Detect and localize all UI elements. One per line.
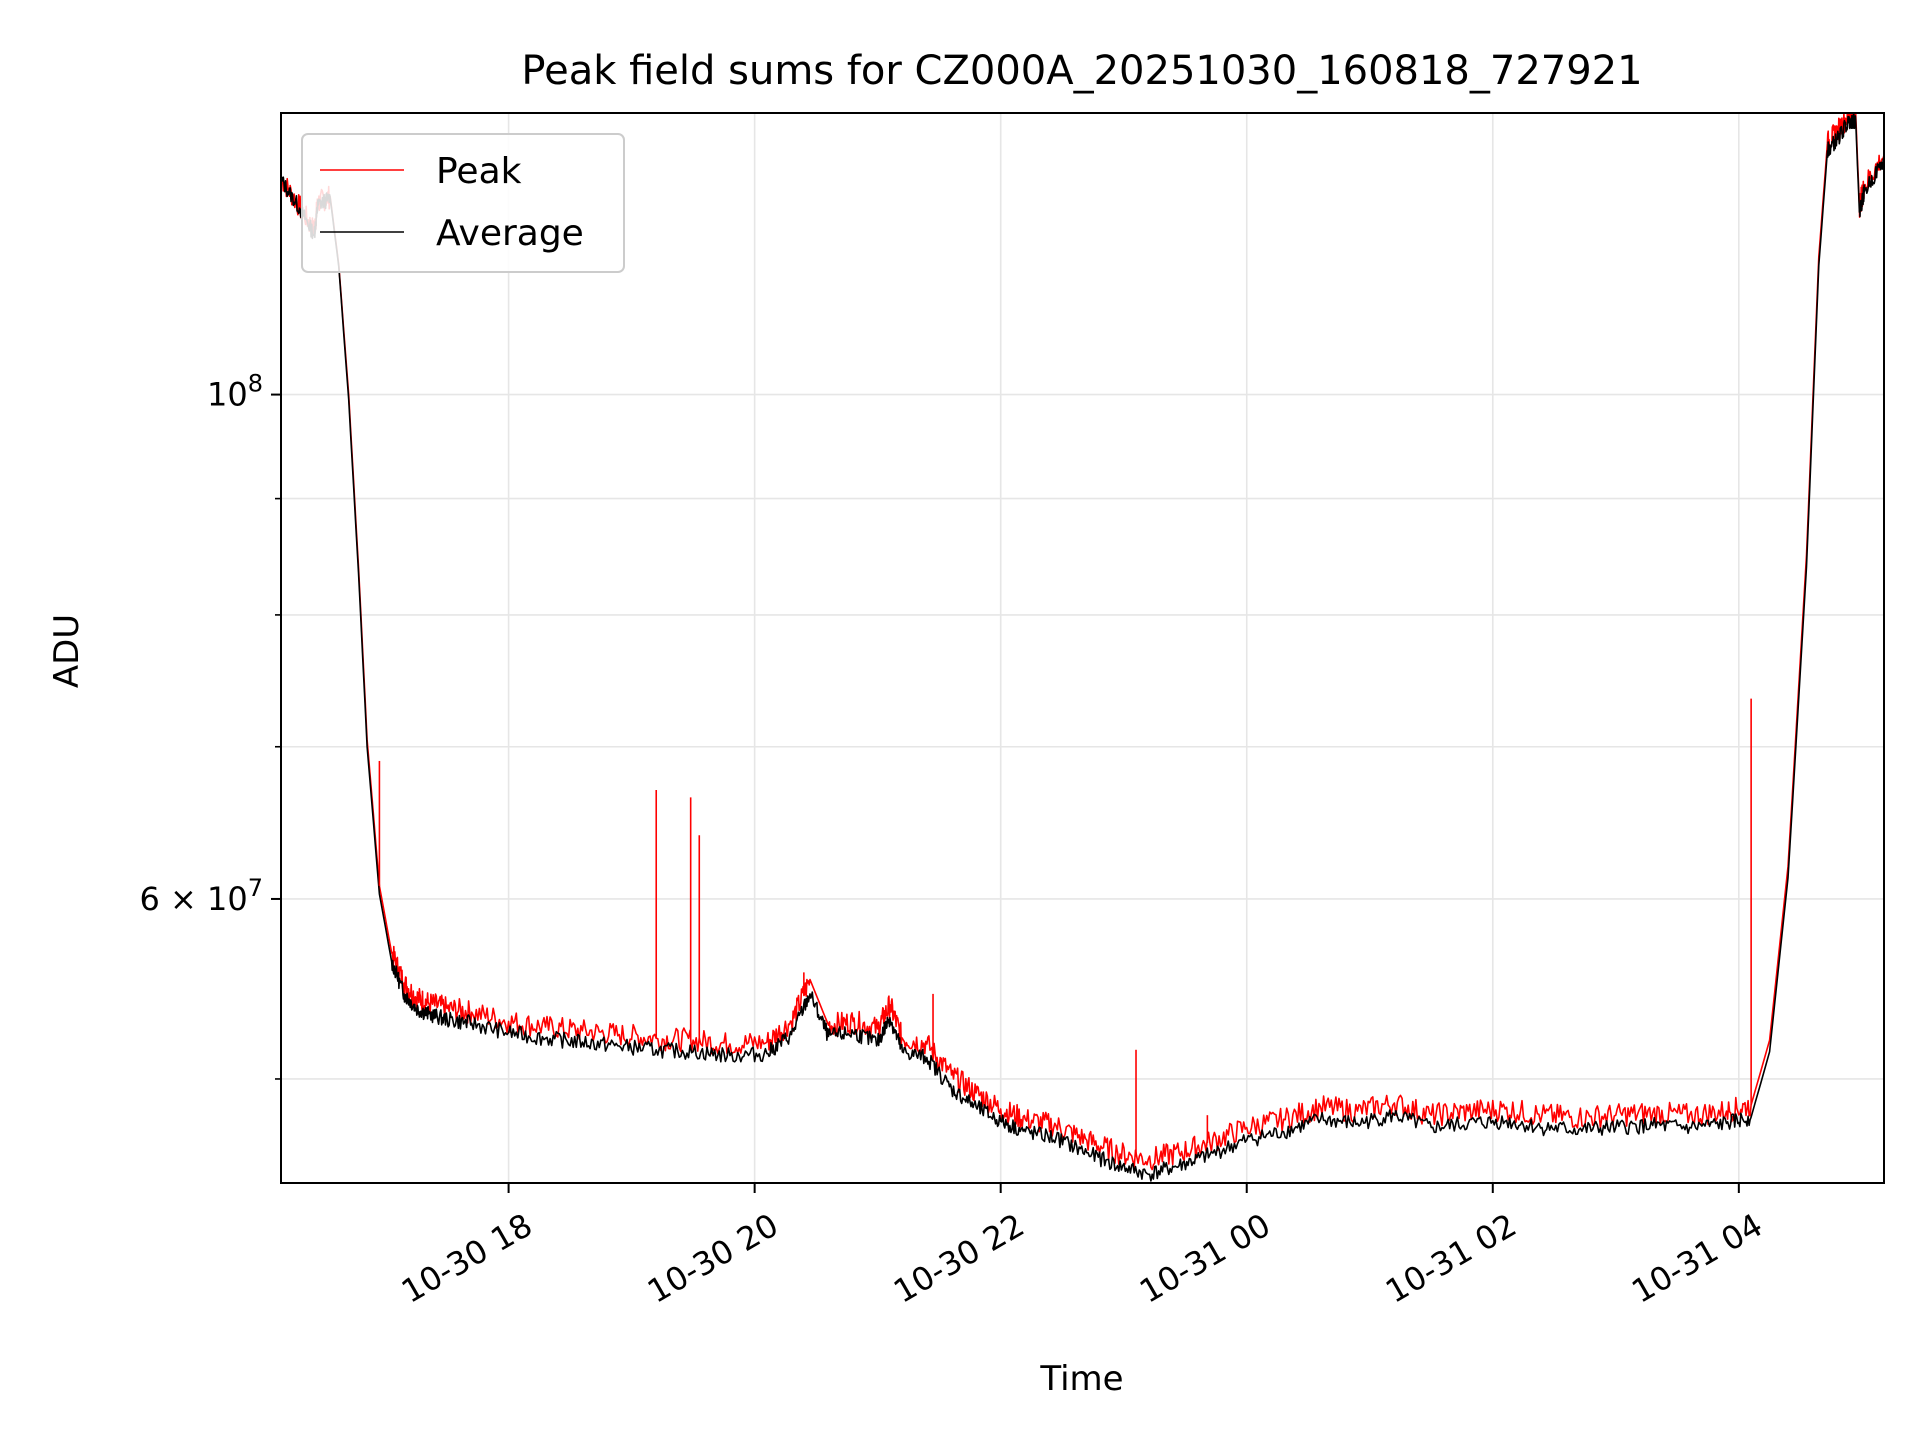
y-tick-label: 6 × 107 xyxy=(139,874,263,918)
y-tick-label: 108 xyxy=(207,370,263,414)
legend-label-peak: Peak xyxy=(436,151,522,192)
x-axis-label: Time xyxy=(1039,1359,1123,1399)
chart-title: Peak field sums for CZ000A_20251030_1608… xyxy=(521,48,1642,94)
axes-frame xyxy=(280,112,1885,1184)
series-line-average xyxy=(281,113,1884,1182)
legend-box xyxy=(301,133,625,273)
series-group xyxy=(281,113,1884,1182)
y-axis-label: ADU xyxy=(47,614,87,688)
legend: Peak Average xyxy=(301,133,625,273)
legend-label-average: Average xyxy=(436,213,584,254)
series-line-peak xyxy=(281,113,1884,1171)
